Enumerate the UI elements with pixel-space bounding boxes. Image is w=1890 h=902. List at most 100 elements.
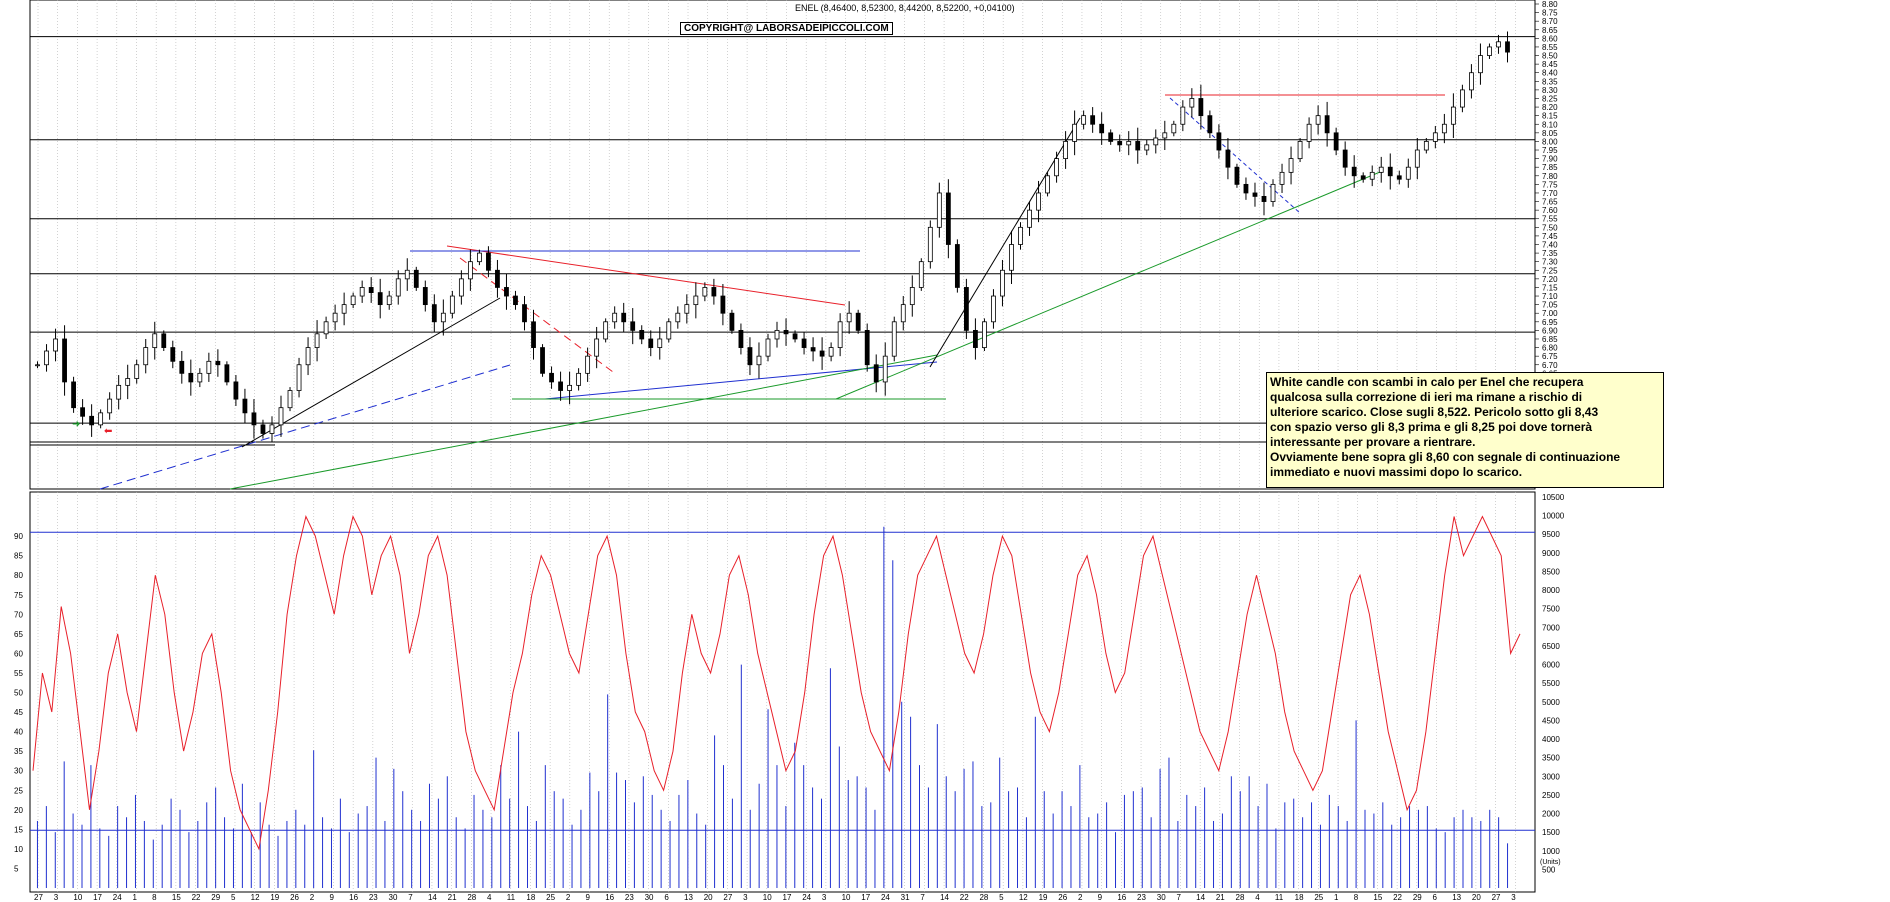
y-tick-label: 8.15 [1542, 112, 1558, 121]
candle [738, 329, 744, 348]
note-line: qualcosa sulla correzione di ieri ma rim… [1270, 390, 1583, 404]
x-tick-label: 3 [822, 893, 827, 902]
x-tick-label: 20 [704, 893, 713, 902]
y-tick-label: 7.75 [1542, 180, 1558, 189]
trendline-green-3 [835, 171, 1381, 400]
stochastic-tick-label: 20 [14, 806, 23, 815]
buy-arrow-icon: ➜ [72, 419, 80, 430]
y-tick-label: 7.85 [1542, 163, 1558, 172]
trendline-blue-dashed [99, 364, 511, 490]
candle [1459, 89, 1465, 108]
candle [1153, 137, 1159, 146]
stochastic-tick-label: 60 [14, 649, 23, 658]
candle [1009, 244, 1014, 271]
candle [1423, 141, 1429, 151]
x-tick-label: 29 [211, 893, 220, 902]
axes: 6.056.106.156.206.256.306.356.406.456.50… [14, 0, 1565, 902]
candle [900, 304, 906, 323]
candle [1351, 166, 1357, 177]
stochastic-tick-label: 5 [14, 864, 19, 873]
trendline-red-1 [446, 245, 846, 306]
candle [1045, 175, 1050, 194]
candle [341, 304, 347, 314]
y-tick-label: 7.90 [1542, 155, 1558, 164]
y-tick-label: 8.10 [1542, 120, 1558, 129]
y-tick-label: 8.35 [1542, 77, 1558, 86]
x-tick-label: 23 [369, 893, 378, 902]
candle [1063, 141, 1068, 160]
sell-arrow-icon: ⬅ [104, 426, 112, 437]
candle [422, 287, 428, 306]
candle [449, 295, 455, 314]
x-tick-label: 9 [329, 893, 334, 902]
candle [1478, 55, 1483, 74]
y-tick-label: 7.00 [1542, 309, 1558, 318]
candle [1487, 46, 1492, 56]
candle [630, 321, 636, 331]
y-tick-label: 8.40 [1542, 69, 1558, 78]
y-tick-label: 8.60 [1542, 34, 1558, 43]
x-tick-label: 2 [1078, 893, 1083, 902]
x-tick-label: 17 [861, 893, 870, 902]
x-tick-label: 6 [664, 893, 669, 902]
candle [1171, 123, 1177, 134]
candle [1387, 166, 1393, 177]
x-tick-label: 22 [960, 893, 969, 902]
candle [684, 304, 690, 314]
y-tick-label: 7.25 [1542, 266, 1558, 275]
candle [1207, 115, 1213, 134]
candle [991, 295, 996, 323]
stochastic-tick-label: 15 [14, 825, 23, 834]
volume-units-label: (Units) [1540, 859, 1561, 866]
candle [197, 372, 203, 383]
volume-tick-label: 6000 [1542, 661, 1560, 670]
candle [1018, 226, 1023, 245]
candle [35, 364, 40, 367]
candle [134, 364, 140, 379]
trendline-black-2 [929, 117, 1081, 368]
candle [431, 304, 437, 323]
candle [395, 278, 401, 297]
candle [1432, 132, 1438, 142]
x-tick-label: 10 [73, 893, 82, 902]
candle [1297, 141, 1303, 160]
volume-tick-label: 4000 [1542, 735, 1560, 744]
analysis-note: White candle con scambi in calo per Enel… [1266, 372, 1664, 488]
x-tick-label: 9 [1098, 893, 1103, 902]
candle [1369, 171, 1375, 180]
y-tick-label: 8.75 [1542, 9, 1558, 18]
y-tick-label: 6.85 [1542, 335, 1558, 344]
candle [1135, 141, 1141, 151]
candle [458, 278, 464, 297]
candle [585, 355, 591, 374]
candle [936, 192, 942, 228]
candle [549, 372, 554, 383]
candle [918, 261, 924, 288]
x-tick-label: 21 [1216, 893, 1225, 902]
candle [1342, 149, 1348, 168]
candle [891, 321, 897, 357]
candle [161, 333, 167, 348]
candle [1252, 192, 1258, 197]
candle [1496, 41, 1501, 48]
volume-tick-label: 6500 [1542, 642, 1560, 651]
candle [1405, 166, 1411, 180]
y-tick-label: 7.70 [1542, 189, 1558, 198]
candle [621, 312, 627, 323]
x-tick-label: 5 [999, 893, 1004, 902]
candle [1360, 175, 1366, 180]
stochastic-tick-label: 40 [14, 728, 23, 737]
x-tick-label: 17 [783, 893, 792, 902]
candle [1000, 269, 1005, 297]
candle [377, 292, 383, 306]
candle [954, 244, 960, 288]
x-tick-label: 23 [1137, 893, 1146, 902]
candle [323, 321, 329, 335]
y-tick-label: 7.45 [1542, 232, 1558, 241]
x-tick-label: 12 [251, 893, 260, 902]
y-tick-label: 6.90 [1542, 326, 1558, 335]
candle [359, 287, 365, 297]
volume-tick-label: 4500 [1542, 716, 1560, 725]
trendline-green-1 [229, 354, 938, 490]
